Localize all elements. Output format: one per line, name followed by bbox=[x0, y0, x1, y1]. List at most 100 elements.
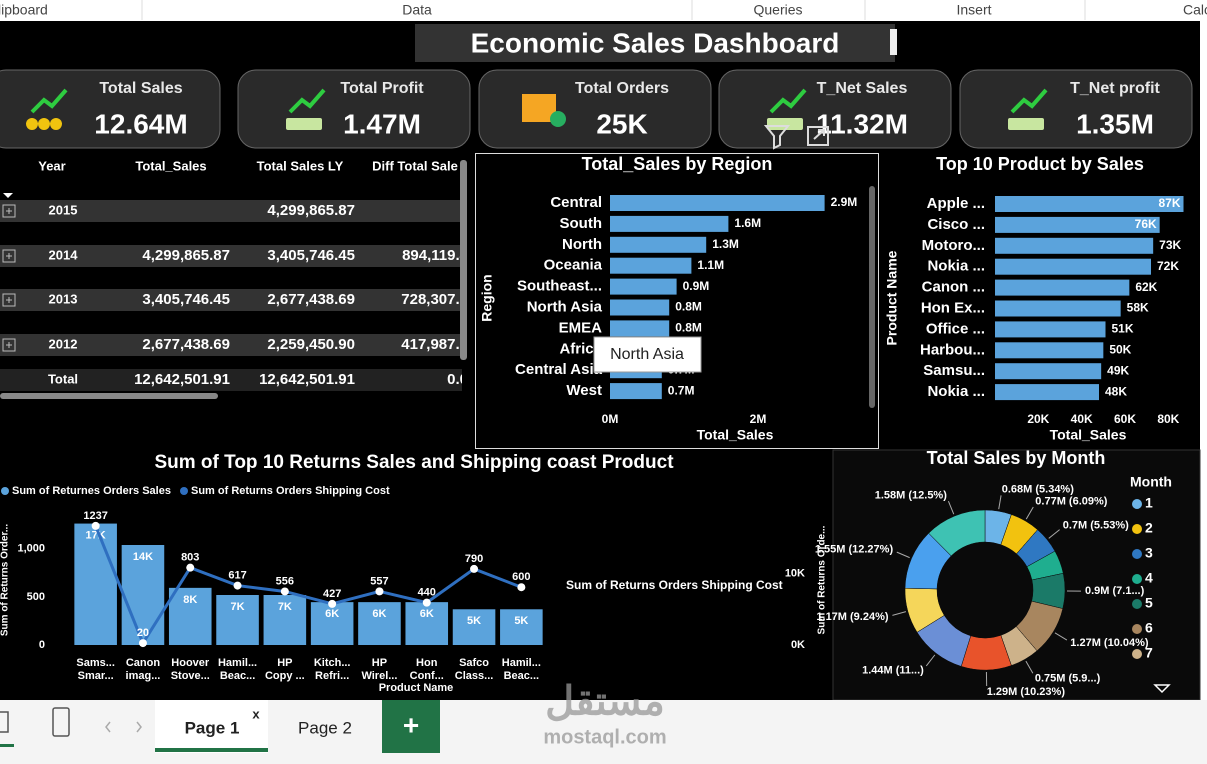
line-point[interactable] bbox=[91, 521, 100, 530]
bar[interactable] bbox=[121, 545, 165, 645]
expand-icon[interactable] bbox=[2, 338, 16, 352]
legend-label[interactable]: Sum of Returnes Orders Sales bbox=[12, 485, 171, 497]
expand-icon[interactable] bbox=[6, 342, 12, 348]
legend-label[interactable]: 2 bbox=[1145, 520, 1153, 536]
expand-icon[interactable] bbox=[2, 249, 16, 263]
kpi-icon bbox=[38, 118, 50, 130]
bar[interactable] bbox=[500, 609, 543, 645]
bar[interactable] bbox=[610, 299, 670, 316]
bar[interactable] bbox=[610, 383, 662, 400]
table-row-band bbox=[0, 334, 462, 356]
table-hscrollbar[interactable] bbox=[0, 393, 218, 399]
donut-slice[interactable] bbox=[928, 509, 986, 557]
bar[interactable] bbox=[995, 279, 1130, 296]
x-tick-label: imag... bbox=[126, 670, 161, 682]
bar[interactable] bbox=[995, 237, 1154, 254]
watermark: مستقل bbox=[545, 680, 665, 724]
ribbon-separators bbox=[141, 0, 1086, 20]
bar[interactable] bbox=[610, 257, 692, 274]
bar[interactable] bbox=[74, 523, 117, 645]
bar[interactable] bbox=[995, 196, 1184, 212]
bar[interactable] bbox=[168, 587, 212, 645]
bar[interactable] bbox=[610, 320, 670, 337]
category-label: Apple ... bbox=[927, 195, 985, 212]
region-scrollbar[interactable] bbox=[869, 186, 875, 408]
bar[interactable] bbox=[310, 602, 354, 645]
line-point[interactable] bbox=[186, 563, 195, 572]
x-tick-label: Class... bbox=[455, 670, 494, 682]
value-label: 5K bbox=[467, 615, 481, 627]
bar[interactable] bbox=[995, 342, 1104, 359]
bar[interactable] bbox=[610, 215, 729, 232]
tab-close[interactable]: x bbox=[252, 706, 260, 721]
bar[interactable] bbox=[995, 216, 1160, 233]
legend-label[interactable]: 4 bbox=[1145, 570, 1153, 586]
expand-icon[interactable] bbox=[2, 204, 16, 218]
ribbon-label[interactable]: Insert bbox=[956, 2, 991, 18]
bar[interactable] bbox=[452, 609, 496, 645]
line-point[interactable] bbox=[517, 583, 526, 592]
table-scrollbar[interactable] bbox=[460, 160, 467, 360]
x-tick-label: Hamil... bbox=[218, 657, 257, 669]
point-label: 1237 bbox=[83, 510, 107, 522]
category-label: Southeast... bbox=[517, 278, 602, 295]
kpi-icon bbox=[550, 111, 566, 127]
legend-scroll[interactable] bbox=[1153, 684, 1171, 694]
ribbon bbox=[0, 0, 1207, 22]
bar[interactable] bbox=[995, 258, 1151, 275]
leader-line bbox=[892, 611, 907, 616]
legend-label[interactable]: Sum of Returns Orders Shipping Cost bbox=[191, 485, 390, 497]
visual-icons[interactable] bbox=[763, 125, 829, 150]
category-label: Africa bbox=[559, 340, 602, 357]
x-tick-label: Copy ... bbox=[265, 670, 305, 682]
bar[interactable] bbox=[995, 300, 1121, 317]
kpi-label: T_Net Sales bbox=[817, 80, 908, 97]
legend-label[interactable]: 3 bbox=[1145, 545, 1153, 561]
bar[interactable] bbox=[995, 363, 1102, 380]
page-tab[interactable]: Page 1 bbox=[185, 718, 240, 737]
legend-label[interactable]: 5 bbox=[1145, 595, 1153, 611]
bar[interactable] bbox=[216, 595, 259, 645]
tab-page-1[interactable] bbox=[155, 700, 268, 753]
line-point[interactable] bbox=[233, 581, 242, 590]
tab-add[interactable]: + bbox=[403, 709, 419, 740]
expand-icon[interactable] bbox=[6, 253, 12, 259]
line-point[interactable] bbox=[280, 587, 289, 596]
value-label: 0.9M bbox=[683, 279, 710, 293]
bar[interactable] bbox=[263, 595, 307, 645]
ribbon-label[interactable]: Queries bbox=[753, 2, 802, 18]
view-icons[interactable] bbox=[0, 707, 142, 737]
bar[interactable] bbox=[610, 278, 677, 295]
legend-label[interactable]: 1 bbox=[1145, 495, 1153, 511]
page-tab[interactable]: Page 2 bbox=[298, 718, 352, 737]
table-total-cell: 12,642,501.91 bbox=[259, 371, 355, 388]
legend-label[interactable]: 7 bbox=[1145, 645, 1153, 661]
bar[interactable] bbox=[405, 602, 449, 645]
kpi-label: Total Orders bbox=[575, 80, 669, 97]
bar[interactable] bbox=[610, 236, 707, 253]
kpi-value: 11.32M bbox=[816, 108, 908, 139]
expand-icon[interactable] bbox=[6, 208, 12, 214]
bar[interactable] bbox=[358, 602, 401, 645]
line-point[interactable] bbox=[422, 598, 431, 607]
line-point[interactable] bbox=[328, 599, 337, 608]
leader-line bbox=[1054, 632, 1068, 641]
legend-label[interactable]: 6 bbox=[1145, 620, 1153, 636]
value-label: 6K bbox=[325, 608, 339, 620]
category-label: Central bbox=[550, 194, 602, 211]
expand-icon[interactable] bbox=[6, 297, 12, 303]
legend-marker bbox=[1132, 649, 1142, 659]
expand-icon[interactable] bbox=[2, 293, 16, 307]
ribbon-label[interactable]: Data bbox=[402, 2, 432, 18]
value-label: 49K bbox=[1107, 363, 1129, 377]
ribbon-label[interactable]: Calc bbox=[1183, 2, 1207, 18]
tab-add-button[interactable] bbox=[382, 700, 440, 753]
point-label: 600 bbox=[512, 571, 530, 583]
line-point[interactable] bbox=[138, 639, 147, 648]
line-point[interactable] bbox=[470, 564, 479, 573]
bar[interactable] bbox=[610, 195, 825, 211]
line-point[interactable] bbox=[375, 587, 384, 596]
bar[interactable] bbox=[995, 321, 1106, 338]
ribbon-label[interactable]: lipboard bbox=[0, 2, 48, 18]
bar[interactable] bbox=[995, 384, 1099, 401]
